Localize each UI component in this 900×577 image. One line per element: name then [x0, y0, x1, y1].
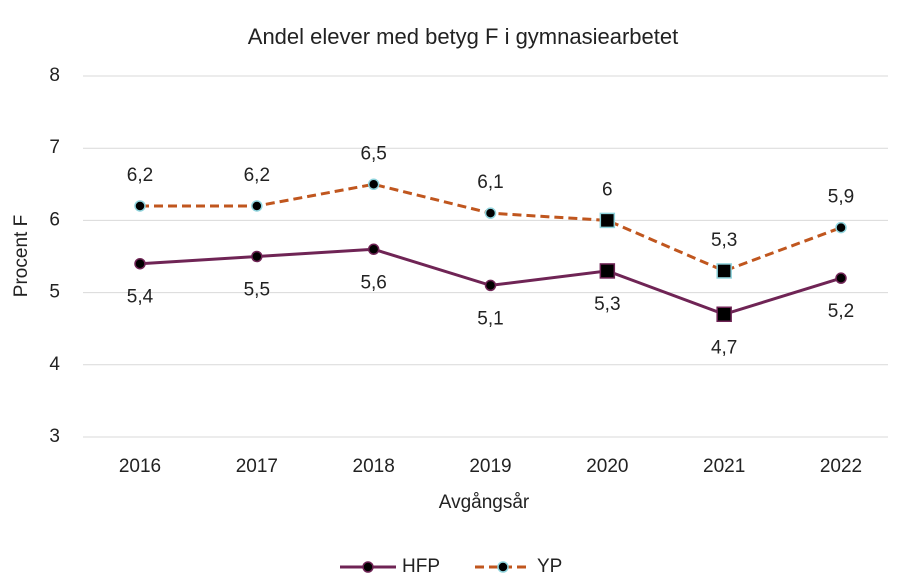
- marker: [134, 257, 146, 270]
- marker: [835, 221, 847, 234]
- y-tick-label: 4: [49, 354, 60, 375]
- x-tick-label: 2022: [820, 456, 862, 477]
- data-label: 6,2: [127, 165, 153, 186]
- data-label: 6: [602, 179, 613, 200]
- y-tick-label: 6: [49, 209, 60, 230]
- legend-marker: [362, 561, 374, 573]
- data-label: 6,2: [244, 165, 270, 186]
- data-label: 5,4: [127, 287, 154, 308]
- y-tick-label: 8: [49, 65, 60, 86]
- data-label: 5,5: [244, 280, 270, 301]
- marker: [484, 207, 497, 219]
- marker: [716, 263, 732, 279]
- x-axis-label: Avgångsår: [439, 492, 530, 513]
- legend-label: YP: [537, 556, 562, 577]
- y-axis-label: Procent F: [11, 215, 32, 297]
- data-label: 5,2: [828, 301, 854, 322]
- data-label: 4,7: [711, 337, 737, 358]
- y-tick-label: 7: [49, 137, 60, 158]
- legend-label: HFP: [402, 556, 440, 577]
- marker: [367, 243, 380, 256]
- marker: [835, 272, 847, 284]
- marker: [251, 250, 263, 263]
- marker: [367, 178, 380, 191]
- x-tick-label: 2016: [119, 456, 161, 477]
- marker: [134, 200, 146, 212]
- marker: [716, 306, 732, 323]
- x-tick-label: 2020: [586, 456, 628, 477]
- chart-title: Andel elever med betyg F i gymnasiearbet…: [248, 24, 678, 49]
- x-tick-label: 2021: [703, 456, 745, 477]
- marker: [251, 200, 263, 212]
- data-label: 5,6: [360, 272, 386, 293]
- data-label: 5,3: [594, 294, 620, 315]
- data-label: 5,3: [711, 230, 737, 251]
- y-tick-label: 3: [49, 426, 60, 447]
- marker: [599, 212, 616, 229]
- data-label: 5,1: [477, 308, 503, 329]
- data-label: 6,1: [477, 172, 503, 193]
- marker: [599, 263, 616, 279]
- marker: [484, 279, 497, 292]
- x-tick-label: 2017: [236, 456, 278, 477]
- data-label: 6,5: [360, 143, 386, 164]
- y-tick-label: 5: [49, 282, 60, 303]
- x-tick-label: 2019: [469, 456, 511, 477]
- data-label: 5,9: [828, 187, 854, 208]
- x-tick-label: 2018: [353, 456, 395, 477]
- legend-marker: [497, 561, 509, 573]
